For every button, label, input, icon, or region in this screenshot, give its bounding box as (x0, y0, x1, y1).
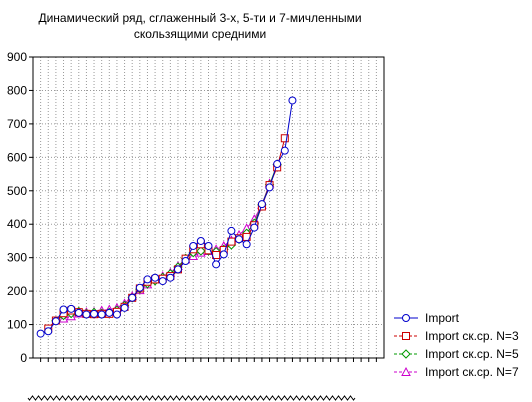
series-0-point-3 (59, 305, 68, 314)
grid-lines (33, 56, 384, 359)
legend-label-1: Import ск.ср. N=3 (425, 329, 519, 343)
y-tick-label-6: 600 (7, 150, 27, 164)
series-0-point-9 (105, 308, 114, 317)
series-0-point-10 (112, 310, 121, 319)
legend-marker-2 (401, 349, 411, 359)
series-0-point-20 (189, 241, 198, 250)
y-axis: 0 100 200 300 400 500 600 700 800 900 (7, 50, 33, 365)
series-0-point-33 (288, 96, 297, 105)
series-0-point-29 (257, 200, 266, 209)
series-0-point-18 (173, 265, 182, 274)
x-axis (27, 358, 377, 401)
series-0-point-24 (219, 250, 228, 259)
series-0-point-14 (143, 275, 152, 284)
series-0-point-21 (196, 236, 205, 245)
series-0-point-5 (74, 308, 83, 317)
series-0-point-16 (158, 277, 167, 286)
y-tick-label-5: 500 (7, 184, 27, 198)
series-0-point-19 (181, 257, 190, 266)
series-0-point-17 (166, 273, 175, 282)
legend-label-0: Import (425, 311, 460, 325)
series-0-point-31 (273, 160, 282, 169)
y-tick-label-2: 200 (7, 284, 27, 298)
series-0-point-26 (235, 235, 244, 244)
series-0-point-28 (250, 223, 259, 232)
series-0-point-15 (151, 273, 160, 282)
series-0-point-7 (90, 309, 99, 318)
series-0-point-23 (212, 260, 221, 269)
series-0-point-27 (242, 240, 251, 249)
chart-title-line-2: скользящими средними (134, 27, 266, 41)
series-0-point-11 (120, 303, 129, 312)
series-0-point-1 (44, 327, 53, 336)
series-0-point-0 (36, 329, 45, 338)
y-tick-label-9: 900 (7, 50, 27, 64)
legend: Import Import ск.ср. N=3 Import ск.ср. N=5… (394, 311, 519, 379)
legend-label-3: Import ск.ср. N=7 (425, 365, 519, 379)
series-0-point-4 (67, 304, 76, 313)
series-0-point-30 (265, 183, 274, 192)
x-tick-labels-squashed (27, 395, 356, 401)
y-tick-label-1: 100 (7, 318, 27, 332)
legend-marker-0 (402, 314, 410, 322)
series-0 (36, 96, 297, 338)
series-group (36, 96, 297, 338)
series-0-point-6 (82, 310, 91, 319)
y-tick-label-4: 400 (7, 217, 27, 231)
y-tick-label-7: 700 (7, 117, 27, 131)
series-0-point-12 (128, 293, 137, 302)
series-3-line (63, 183, 271, 320)
series-0-point-8 (97, 310, 106, 319)
y-tick-label-3: 300 (7, 251, 27, 265)
y-tick-label-8: 800 (7, 83, 27, 97)
series-2-point-21 (196, 246, 206, 256)
series-3 (58, 178, 275, 323)
y-tick-label-0: 0 (20, 351, 27, 365)
series-0-point-13 (135, 283, 144, 292)
series-0-point-22 (204, 241, 213, 250)
chart-title-line-1: Динамический ряд, сглаженный 3-х, 5-ти и… (38, 11, 361, 25)
series-1-point-32 (280, 134, 289, 143)
legend-marker-3 (401, 366, 411, 376)
series-0-point-32 (280, 146, 289, 155)
series-0-point-2 (51, 317, 60, 326)
legend-marker-1 (402, 332, 410, 340)
series-0-point-25 (227, 226, 236, 235)
legend-label-2: Import ск.ср. N=5 (425, 347, 519, 361)
